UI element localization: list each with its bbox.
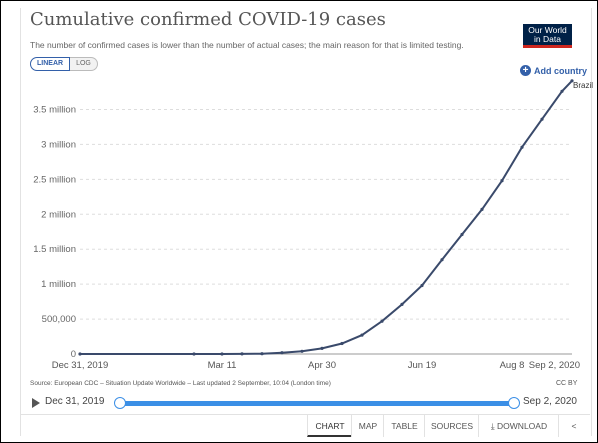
data-point [240, 352, 244, 356]
data-point [192, 352, 196, 356]
data-point [520, 145, 524, 149]
y-tick-label: 2.5 million [33, 174, 76, 185]
tab-map[interactable]: MAP [351, 415, 384, 437]
license-link[interactable]: CC BY [556, 380, 578, 387]
y-tick-label: 2 million [41, 209, 76, 220]
data-point [480, 207, 484, 211]
tab-table[interactable]: TABLE [383, 415, 425, 437]
tab-download-label: DOWNLOAD [497, 421, 548, 431]
log-button[interactable]: LOG [70, 57, 98, 71]
y-tick-label: 500,000 [42, 314, 76, 325]
y-tick-label: 1.5 million [33, 244, 76, 255]
chart-card [20, 8, 592, 436]
x-tick-label: Dec 31, 2019 [52, 360, 109, 371]
data-point [340, 341, 344, 346]
x-tick-label: Jun 19 [408, 360, 437, 371]
data-point [570, 79, 574, 83]
scale-toggle: LINEAR LOG [30, 57, 98, 71]
tab-download[interactable]: ⤓ DOWNLOAD [478, 415, 559, 437]
timeline-start-handle[interactable] [114, 397, 126, 409]
timeline-end-handle[interactable] [508, 397, 520, 409]
x-tick-label: Sep 2, 2020 [529, 360, 580, 371]
y-tick-label: 3 million [41, 139, 76, 150]
series-line-brazil [80, 80, 573, 355]
data-point [320, 346, 324, 350]
data-point [560, 89, 564, 93]
play-icon[interactable] [32, 398, 40, 408]
x-tick-label: Mar 11 [208, 360, 237, 371]
share-icon: < [571, 421, 577, 431]
tab-bar: CHART MAP TABLE SOURCES ⤓ DOWNLOAD < [20, 414, 590, 437]
add-country-label: Add country [534, 65, 587, 76]
chart-title: Cumulative confirmed COVID-19 cases [30, 9, 386, 30]
data-point [280, 351, 284, 355]
data-point [420, 283, 424, 288]
linear-button[interactable]: LINEAR [30, 57, 71, 71]
data-point [460, 232, 464, 237]
owid-logo[interactable]: Our World in Data [523, 24, 572, 48]
data-point [220, 352, 224, 356]
data-point [300, 349, 304, 353]
timeline-end-label: Sep 2, 2020 [523, 396, 577, 407]
y-tick-label: 0 [71, 349, 76, 360]
timeline-start-label: Dec 31, 2019 [45, 396, 105, 407]
x-tick-label: Aug 8 [500, 360, 525, 371]
data-point [440, 258, 444, 262]
chart-subtitle: The number of confirmed cases is lower t… [30, 40, 464, 50]
share-button[interactable]: < [558, 415, 589, 437]
data-point [380, 319, 384, 323]
tab-chart[interactable]: CHART [307, 415, 352, 437]
data-point [540, 117, 544, 121]
timeline: Dec 31, 2019 Sep 2, 2020 [30, 393, 580, 413]
download-icon: ⤓ [490, 421, 495, 431]
tab-sources[interactable]: SOURCES [424, 415, 479, 437]
y-tick-label: 3.5 million [33, 104, 76, 115]
y-tick-label: 1 million [41, 279, 76, 290]
series-label: Brazil [573, 81, 593, 90]
data-point [260, 352, 264, 356]
timeline-track[interactable] [119, 401, 512, 406]
x-tick-label: Apr 30 [308, 360, 336, 371]
source-note: Source: European CDC – Situation Update … [30, 380, 331, 387]
logo-line-2: in Data [534, 34, 561, 44]
add-country-button[interactable]: + Add country [520, 65, 587, 76]
data-point [400, 302, 404, 306]
plus-icon: + [520, 65, 531, 76]
data-point [500, 179, 504, 183]
data-point [360, 333, 364, 337]
logo-line-1: Our World [528, 25, 567, 35]
data-point [78, 352, 82, 356]
